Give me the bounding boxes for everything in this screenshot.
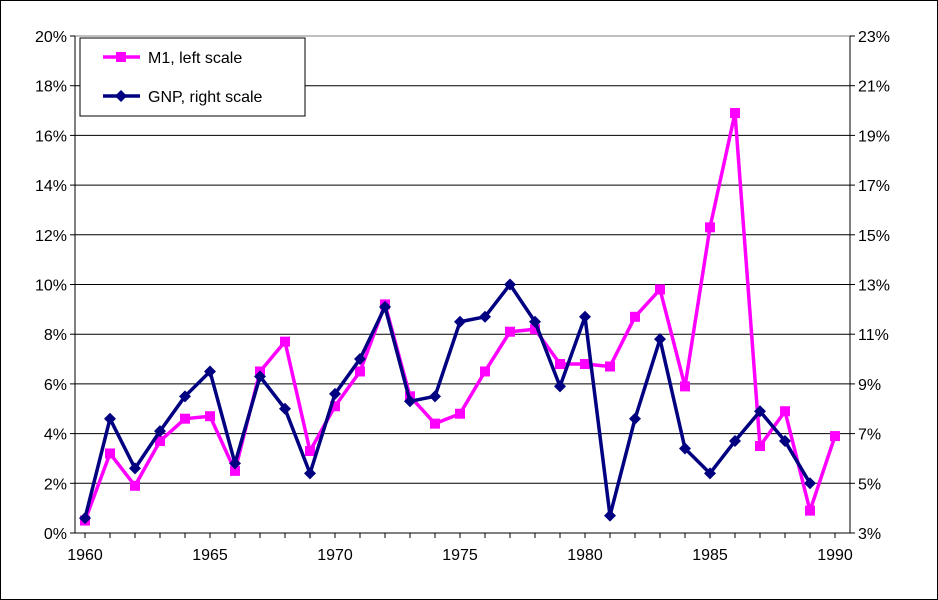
gnp-point-1964 — [179, 390, 191, 403]
y-right-tick-label: 13% — [858, 278, 890, 295]
gnp-point-1971 — [354, 353, 366, 366]
axes: 0% 2% 4% 6% 8% 10% 12% 14% 16% 18% 20% 3% 5% 7% 9% 11% 1… — [35, 29, 890, 564]
y-left-tick-label: 8% — [44, 327, 67, 344]
x-tick-label: 1960 — [67, 547, 103, 564]
x-tick-label: 1975 — [442, 547, 478, 564]
gnp-point-1962 — [129, 462, 141, 475]
m1-point-1985 — [705, 222, 715, 233]
y-right-tick-label: 3% — [858, 526, 881, 543]
x-tick-label: 1970 — [317, 547, 353, 564]
legend-m1-marker — [116, 52, 126, 62]
m1-point-1965 — [205, 411, 215, 422]
y-right-tick-label: 7% — [858, 427, 881, 444]
legend-box — [79, 37, 306, 117]
gnp-point-1974 — [429, 390, 441, 403]
m1-point-1986 — [730, 108, 740, 119]
y-right-tick-label: 19% — [858, 128, 890, 145]
m1-point-1981 — [605, 361, 615, 372]
m1-point-1984 — [680, 381, 690, 392]
m1-point-1975 — [455, 408, 465, 419]
m1-point-1989 — [805, 505, 815, 516]
gnp-point-1960 — [79, 512, 91, 525]
gnp-point-1969 — [304, 467, 316, 480]
gnp-point-1977 — [504, 278, 516, 291]
m1-point-1979 — [555, 359, 565, 370]
gnp-point-1963 — [154, 425, 166, 438]
x-tick-label: 1990 — [817, 547, 853, 564]
m1-point-1980 — [580, 359, 590, 370]
gnp-point-1967 — [254, 370, 266, 383]
y-right-tick-label: 15% — [858, 228, 890, 245]
m1-point-1988 — [780, 406, 790, 417]
gnp-point-1986 — [729, 435, 741, 448]
m1-point-1964 — [180, 413, 190, 424]
y-left-tick-label: 16% — [35, 128, 67, 145]
gnp-point-1975 — [454, 315, 466, 328]
gnp-point-1979 — [554, 380, 566, 393]
m1-point-1963 — [155, 436, 165, 447]
gnp-point-1984 — [679, 442, 691, 455]
m1-point-1974 — [430, 418, 440, 429]
y-right-tick-label: 9% — [858, 377, 881, 394]
gnp-point-1985 — [704, 467, 716, 480]
gnp-point-1988 — [779, 435, 791, 448]
y-left-tick-label: 18% — [35, 79, 67, 96]
y-right-tick-label: 5% — [858, 476, 881, 493]
gnp-point-1976 — [479, 310, 491, 323]
m1-point-1970 — [330, 401, 340, 412]
m1-point-1968 — [280, 336, 290, 347]
m1-point-1962 — [130, 480, 140, 491]
m1-point-1976 — [480, 366, 490, 377]
y-left-tick-label: 2% — [44, 476, 67, 493]
gnp-point-1972 — [379, 300, 391, 313]
series-group — [79, 108, 840, 526]
x-tick-label: 1985 — [692, 547, 728, 564]
y-left-tick-label: 14% — [35, 178, 67, 195]
y-right-tick-label: 17% — [858, 178, 890, 195]
y-left-tick-label: 12% — [35, 228, 67, 245]
gnp-point-1973 — [404, 395, 416, 408]
m1-point-1990 — [830, 431, 840, 442]
gnp-point-1980 — [579, 310, 591, 323]
y-left-tick-label: 10% — [35, 278, 67, 295]
m1-point-1966 — [230, 465, 240, 476]
m1-point-1982 — [630, 311, 640, 322]
m1-point-1969 — [305, 445, 315, 456]
m1-point-1987 — [755, 441, 765, 452]
legend-gnp-marker — [115, 90, 127, 102]
gnp-point-1966 — [229, 457, 241, 470]
series-gnp — [79, 278, 816, 525]
x-tick-label: 1980 — [567, 547, 603, 564]
y-left-tick-label: 20% — [35, 29, 67, 46]
y-right-tick-label: 21% — [858, 79, 890, 96]
m1-point-1978 — [530, 324, 540, 335]
legend: M1, left scale GNP, right scale — [79, 37, 306, 117]
gnp-point-1965 — [204, 365, 216, 378]
m1-point-1983 — [655, 284, 665, 295]
y-right-tick-label: 11% — [858, 327, 889, 344]
x-tick-label: 1965 — [192, 547, 228, 564]
y-right-tick-label: 23% — [858, 29, 890, 46]
gnp-point-1981 — [604, 509, 616, 522]
legend-m1-label: M1, left scale — [148, 50, 242, 67]
gnp-point-1987 — [754, 405, 766, 418]
gnp-point-1983 — [654, 333, 666, 346]
m1-point-1961 — [105, 448, 115, 459]
gnp-point-1961 — [104, 412, 116, 425]
gnp-point-1989 — [804, 477, 816, 490]
m1-point-1977 — [505, 326, 515, 337]
gnp-point-1970 — [329, 387, 341, 400]
y-left-tick-label: 0% — [44, 526, 67, 543]
m1-point-1971 — [355, 366, 365, 377]
gridlines — [75, 85, 850, 484]
gnp-point-1978 — [529, 315, 541, 328]
gnp-line — [83, 282, 812, 519]
gnp-point-1982 — [629, 412, 641, 425]
y-left-tick-label: 4% — [44, 427, 67, 444]
gnp-point-1968 — [279, 402, 291, 415]
y-left-tick-label: 6% — [44, 377, 67, 394]
legend-gnp-label: GNP, right scale — [148, 89, 263, 106]
